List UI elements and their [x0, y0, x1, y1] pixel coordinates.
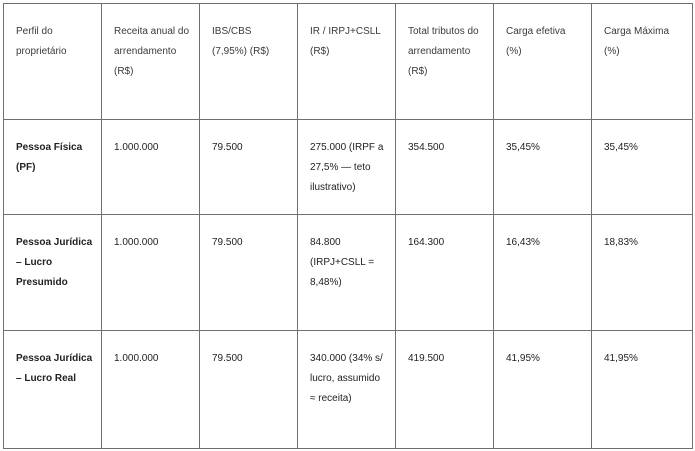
cell-effective-load: 16,43%	[493, 214, 592, 331]
cell-profile: Pessoa Física (PF)	[3, 119, 102, 215]
header-ibs-cbs: IBS/CBS (7,95%) (R$)	[199, 3, 298, 120]
cell-ibs-cbs: 79.500	[199, 214, 298, 331]
header-max-load: Carga Máxima (%)	[591, 3, 693, 120]
header-effective-load: Carga efetiva (%)	[493, 3, 592, 120]
table-row: Pessoa Física (PF) 1.000.000 79.500 275.…	[3, 119, 693, 215]
cell-profile: Pessoa Jurídica – Lucro Real	[3, 330, 102, 449]
table-header-row: Perfil do proprietário Receita anual do …	[3, 3, 693, 120]
header-total: Total tributos do arrendamento (R$)	[395, 3, 494, 120]
cell-max-load: 41,95%	[591, 330, 693, 449]
cell-ir: 84.800 (IRPJ+CSLL = 8,48%)	[297, 214, 396, 331]
cell-total: 164.300	[395, 214, 494, 331]
cell-effective-load: 41,95%	[493, 330, 592, 449]
tax-comparison-table: Perfil do proprietário Receita anual do …	[3, 3, 693, 449]
cell-revenue: 1.000.000	[101, 330, 200, 449]
header-ir: IR / IRPJ+CSLL (R$)	[297, 3, 396, 120]
cell-ir: 340.000 (34% s/ lucro, assumido ≈ receit…	[297, 330, 396, 449]
cell-ibs-cbs: 79.500	[199, 119, 298, 215]
cell-max-load: 18,83%	[591, 214, 693, 331]
cell-ibs-cbs: 79.500	[199, 330, 298, 449]
cell-ir: 275.000 (IRPF a 27,5% — teto ilustrativo…	[297, 119, 396, 215]
cell-total: 354.500	[395, 119, 494, 215]
header-profile: Perfil do proprietário	[3, 3, 102, 120]
cell-effective-load: 35,45%	[493, 119, 592, 215]
cell-revenue: 1.000.000	[101, 214, 200, 331]
cell-revenue: 1.000.000	[101, 119, 200, 215]
header-revenue: Receita anual do arrendamento (R$)	[101, 3, 200, 120]
table-row: Pessoa Jurídica – Lucro Presumido 1.000.…	[3, 214, 693, 331]
cell-total: 419.500	[395, 330, 494, 449]
cell-profile: Pessoa Jurídica – Lucro Presumido	[3, 214, 102, 331]
cell-max-load: 35,45%	[591, 119, 693, 215]
table-row: Pessoa Jurídica – Lucro Real 1.000.000 7…	[3, 330, 693, 449]
